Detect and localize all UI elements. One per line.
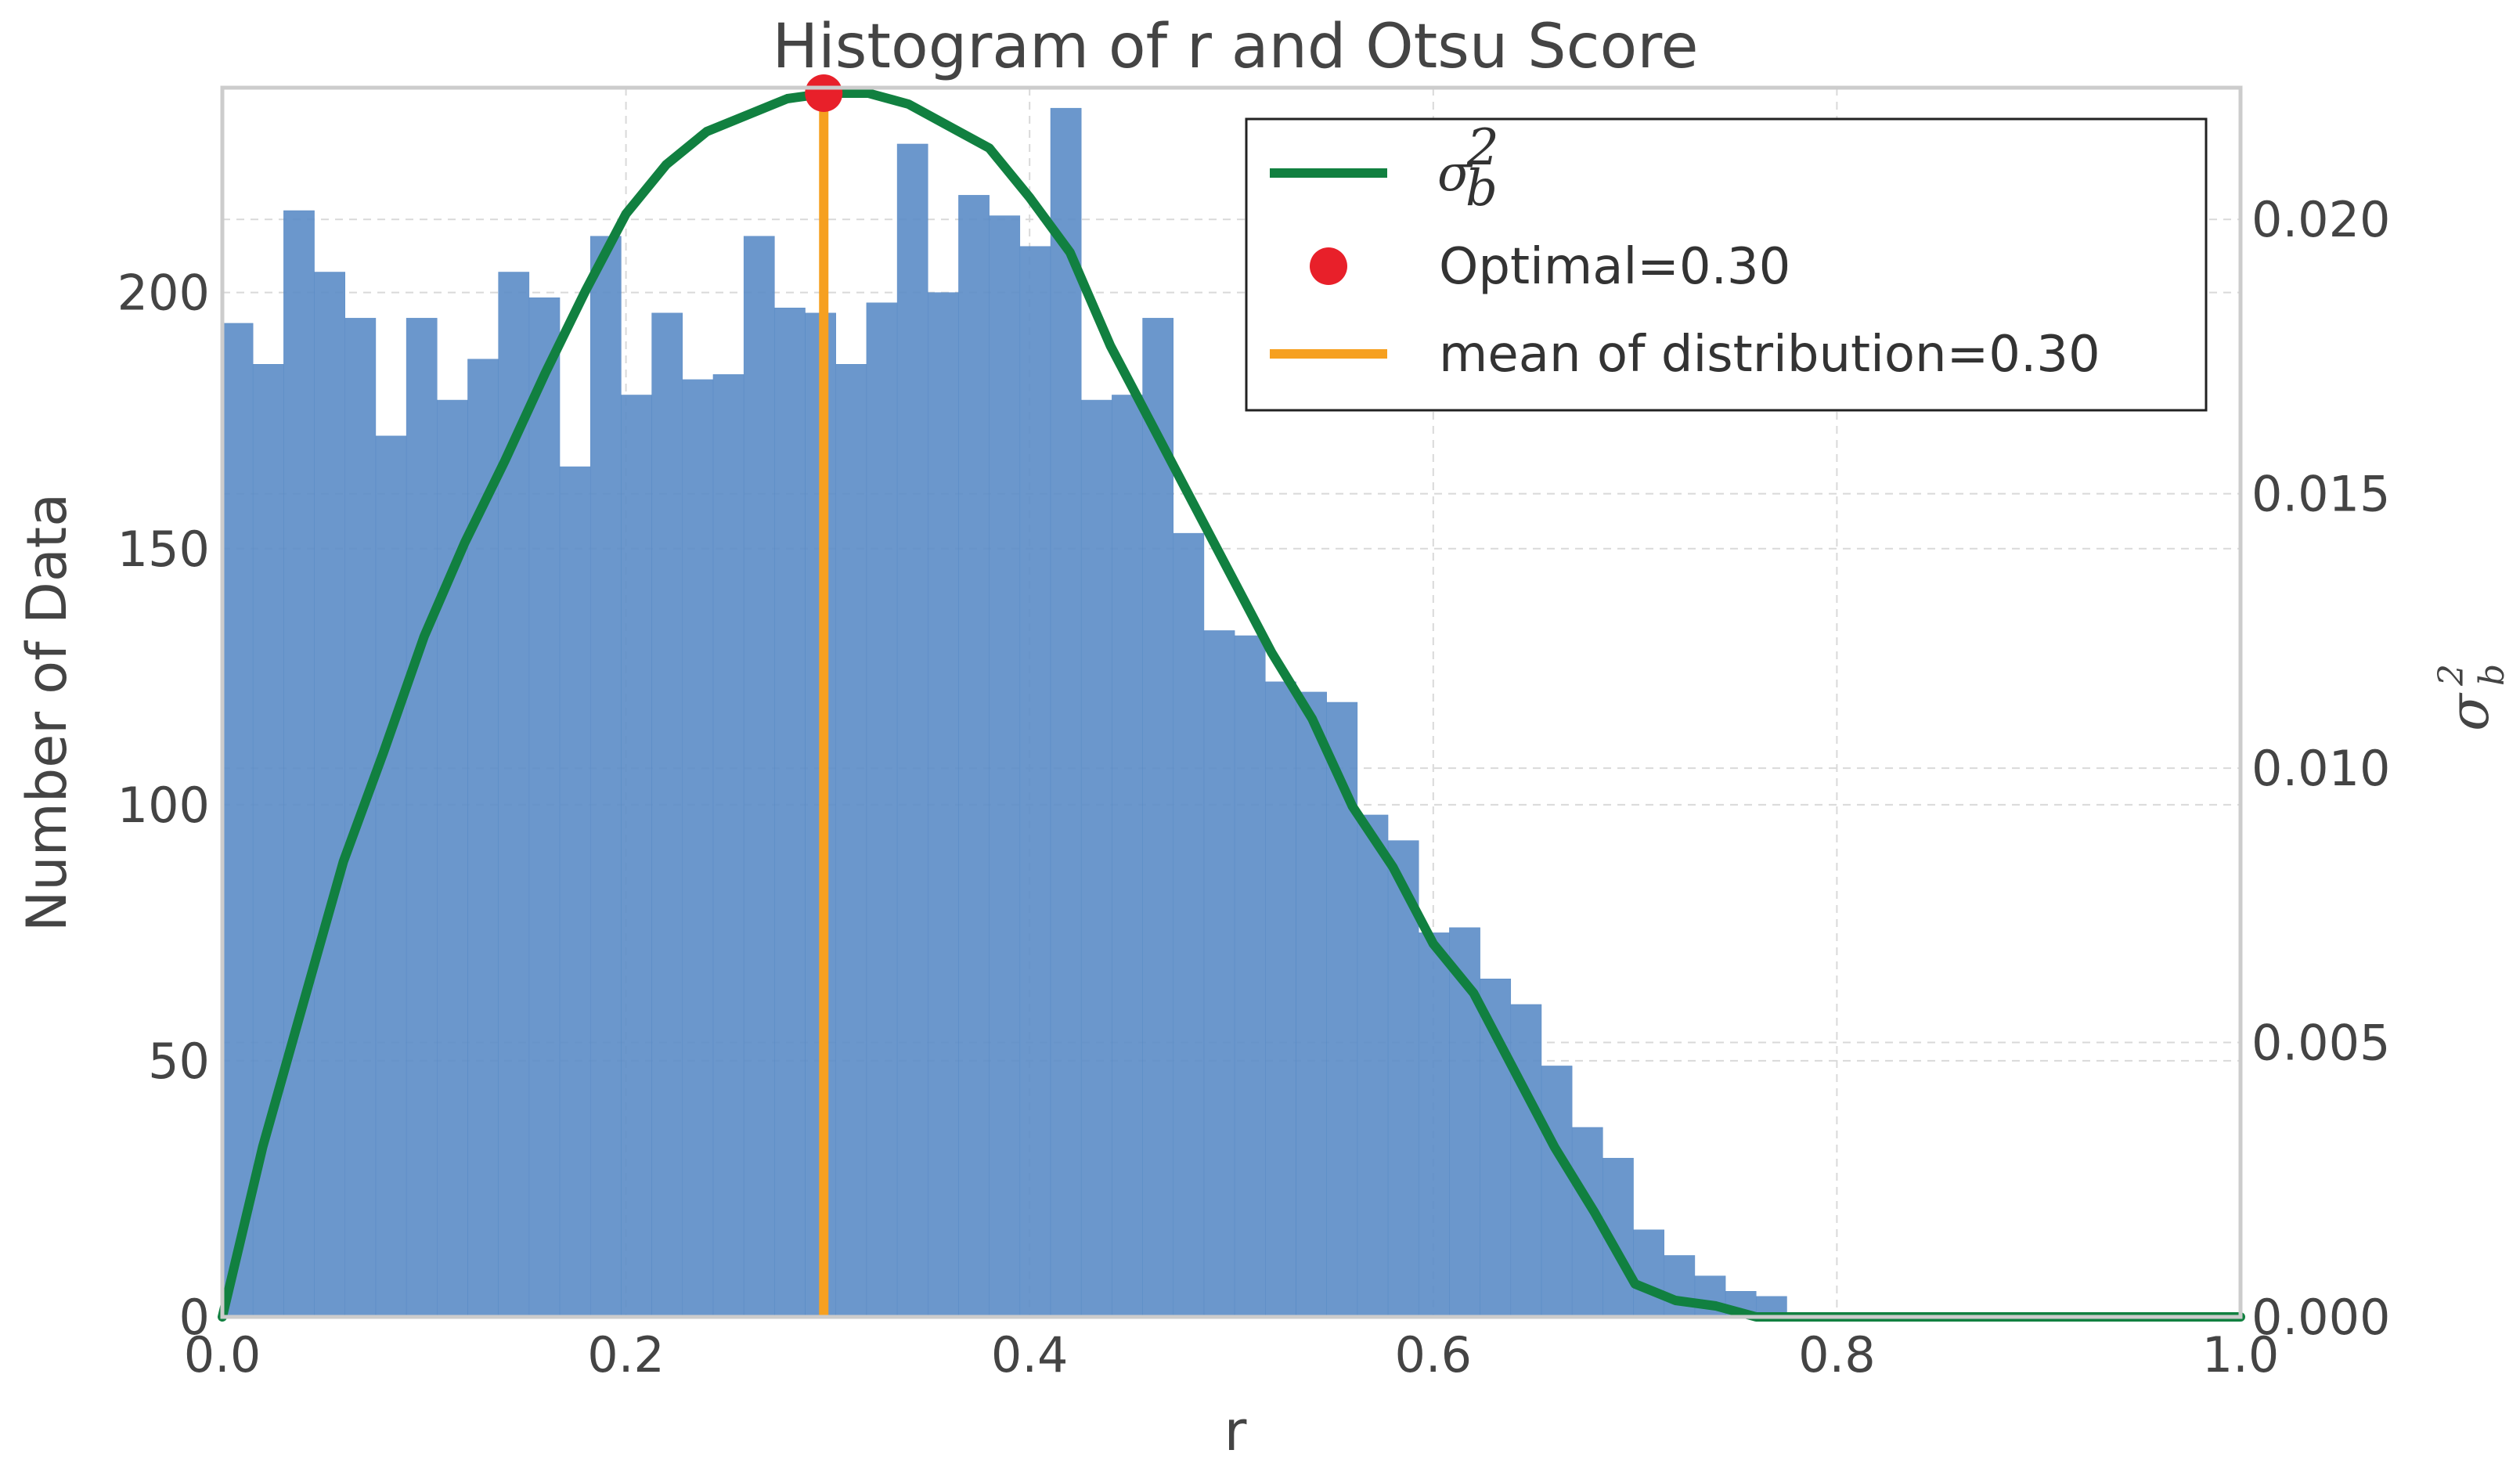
histogram-bar <box>712 374 744 1318</box>
y2-tick-label: 0.000 <box>2251 1289 2391 1346</box>
histogram-bar <box>1664 1255 1696 1318</box>
histogram-bar <box>559 466 591 1318</box>
optimal-point <box>805 74 843 113</box>
histogram-bar <box>1510 1004 1542 1318</box>
histogram-bar <box>989 215 1021 1318</box>
histogram-bar <box>406 318 438 1318</box>
legend-sigma-label: σ b 2 <box>1437 119 1499 218</box>
histogram-bar <box>1265 681 1296 1318</box>
histogram-bar <box>283 210 315 1318</box>
legend-sigma-sup: 2 <box>1466 119 1499 177</box>
optimal-point-layer <box>805 74 843 113</box>
sigma-curve <box>218 88 2245 1322</box>
y-axis-label: Number of Data <box>15 493 79 932</box>
y-tick-labels: 0 50 100 150 200 <box>117 265 210 1346</box>
y2-tick-label: 0.010 <box>2251 740 2391 797</box>
legend-point-swatch <box>1310 247 1347 285</box>
y2-tick-label: 0.005 <box>2251 1015 2391 1072</box>
histogram-bar <box>1080 399 1112 1318</box>
histogram-bar <box>1633 1229 1664 1318</box>
histogram-bar <box>958 195 990 1318</box>
y2-axis-sub: b <box>2472 664 2512 686</box>
histogram-bar <box>375 435 407 1318</box>
histogram-bar <box>528 297 561 1318</box>
x-tick-label: 0.2 <box>587 1326 665 1383</box>
histogram-bar <box>314 272 345 1318</box>
x-tick-label: 0.8 <box>1798 1326 1876 1383</box>
histogram-bar <box>1296 691 1327 1318</box>
histogram-bar <box>1019 246 1051 1318</box>
histogram-bar <box>621 395 652 1318</box>
histogram-bar <box>896 143 928 1318</box>
y-tick-label: 0 <box>179 1289 210 1346</box>
histogram-bar <box>1418 932 1450 1318</box>
legend-mean-label: mean of distribution=0.30 <box>1439 326 2100 384</box>
y-tick-label: 50 <box>148 1033 210 1090</box>
legend-sigma-sub: b <box>1465 160 1498 218</box>
sigma-curve-layer <box>218 88 2245 1322</box>
histogram-bar <box>1050 107 1082 1318</box>
y2-tick-label: 0.015 <box>2251 466 2391 523</box>
legend: σ b 2 Optimal=0.30 mean of distribution=… <box>1245 117 2208 412</box>
plot-border <box>220 85 2243 1319</box>
histogram-bars <box>222 107 1787 1318</box>
x-tick-label: 0.0 <box>184 1326 261 1383</box>
y2-axis-label: σ b 2 <box>2432 664 2512 731</box>
y-tick-label: 150 <box>117 521 210 578</box>
legend-box <box>1245 117 2208 412</box>
histogram-bar <box>1387 840 1419 1318</box>
histogram-bar <box>222 323 254 1318</box>
histogram-bar <box>866 302 898 1318</box>
histogram-bar <box>589 236 622 1318</box>
x-tick-label: 0.4 <box>991 1326 1069 1383</box>
histogram-bar <box>835 364 867 1318</box>
histogram-bar <box>774 308 806 1318</box>
histogram-bar <box>928 292 959 1318</box>
histogram-bar <box>1357 814 1389 1318</box>
y-tick-label: 100 <box>117 777 210 834</box>
histogram-bar <box>743 236 775 1318</box>
chart-title: Histogram of r and Otsu Score <box>772 12 1698 82</box>
y-tick-label: 200 <box>117 265 210 322</box>
histogram-bar <box>1173 532 1205 1318</box>
x-axis-label: r <box>1224 1399 1247 1463</box>
legend-sigma-symbol: σ <box>1437 145 1473 203</box>
y2-axis-sigma: σ <box>2437 692 2501 731</box>
plot-frame <box>220 85 2243 1319</box>
histogram-bar <box>682 379 714 1318</box>
x-tick-label: 0.6 <box>1394 1326 1472 1383</box>
histogram-bar <box>1112 395 1143 1318</box>
y2-axis-sup: 2 <box>2432 664 2471 687</box>
legend-optimal-label: Optimal=0.30 <box>1439 238 1790 296</box>
y2-tick-labels: 0.000 0.005 0.010 0.015 0.020 <box>2251 191 2391 1346</box>
y2-tick-label: 0.020 <box>2251 191 2391 248</box>
histogram-bar <box>1142 318 1174 1318</box>
histogram-bar <box>651 312 683 1318</box>
histogram-bar <box>1541 1066 1573 1318</box>
histogram-bar <box>1234 635 1266 1318</box>
histogram-bar <box>1203 630 1235 1318</box>
x-tick-label: 1.0 <box>2202 1326 2280 1383</box>
x-tick-labels: 0.0 0.2 0.4 0.6 0.8 1.0 <box>184 1326 2280 1383</box>
